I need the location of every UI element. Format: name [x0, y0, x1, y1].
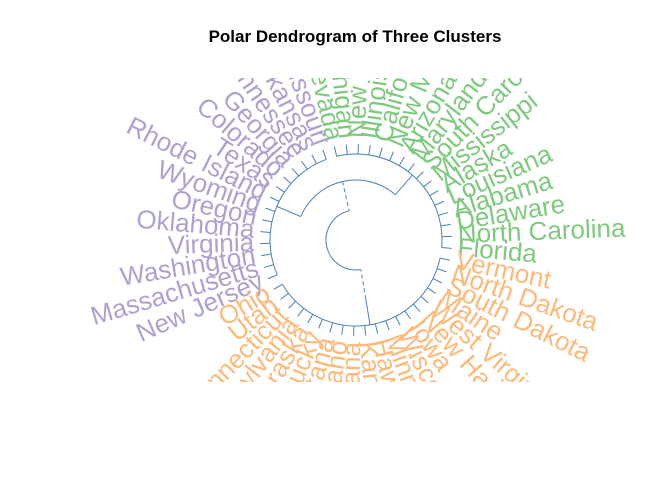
leaf-branch [280, 292, 289, 300]
leaf-branch [333, 146, 338, 157]
leaf-branch [395, 316, 401, 326]
leaf-branch [291, 168, 300, 177]
leaf-branch [269, 196, 280, 202]
leaf-branch [440, 223, 451, 227]
leaf-branch [385, 320, 390, 331]
leaf-branch [432, 278, 443, 284]
leaf-branch [261, 253, 272, 257]
leaf-branch [438, 212, 449, 216]
cluster-branch [394, 174, 413, 196]
leaf-branch [275, 186, 285, 193]
leaf-branch [318, 318, 323, 329]
leaf-branch [263, 264, 274, 268]
leaf-branch [267, 274, 278, 280]
inner-branch [342, 181, 350, 211]
leaf-branch [436, 268, 447, 273]
mid-arc [300, 179, 396, 217]
leaf-branch [427, 287, 437, 294]
leaf-branch [322, 149, 327, 160]
leaf-branch [423, 180, 432, 188]
cluster-branch [276, 205, 301, 218]
cluster-arc [336, 153, 443, 248]
leaf-branch [345, 144, 348, 155]
inner-branch [360, 269, 367, 300]
chart-title: Polar Dendrogram of Three Clusters [209, 27, 502, 46]
leaf-branch [307, 314, 314, 324]
leaf-branch [398, 156, 405, 166]
leaf-branch [288, 300, 296, 309]
leaf-label: Indiana [334, 341, 366, 428]
root-arc [325, 210, 361, 271]
leaf-branch [389, 151, 394, 162]
leaf-branch [341, 324, 344, 335]
leaf-branch [374, 323, 379, 334]
leaf-branch [262, 219, 273, 223]
leaf-branch [283, 176, 292, 184]
leaf-branch [420, 296, 429, 304]
leaf-branch [412, 303, 421, 312]
leaf-branch [416, 171, 424, 180]
leaf-branch [429, 190, 439, 197]
leaf-branch [407, 163, 415, 172]
leaf-branch [301, 160, 308, 170]
leaf-branch [441, 246, 452, 249]
leaf-branch [439, 257, 450, 261]
cluster-arc [269, 158, 327, 275]
leaf-branch [311, 154, 317, 164]
leaf-branch [297, 308, 305, 317]
leaf-branch [273, 283, 283, 290]
leaf-label: Florida [456, 232, 538, 269]
leaf-branch [364, 325, 367, 336]
leaf-branch [368, 145, 371, 156]
cluster-arc [281, 258, 441, 327]
leaf-label: New York [341, 27, 374, 139]
leaf-branch [404, 310, 411, 320]
leaf-label: Virginia [167, 227, 255, 260]
leaf-branch [378, 147, 383, 158]
leaf-label: North Carolina [457, 213, 626, 249]
leaf-branch [260, 231, 271, 234]
leaf-branch [329, 322, 334, 333]
leaf-branch [434, 200, 445, 206]
leaf-branch [265, 207, 276, 212]
cluster-branch [365, 299, 371, 325]
